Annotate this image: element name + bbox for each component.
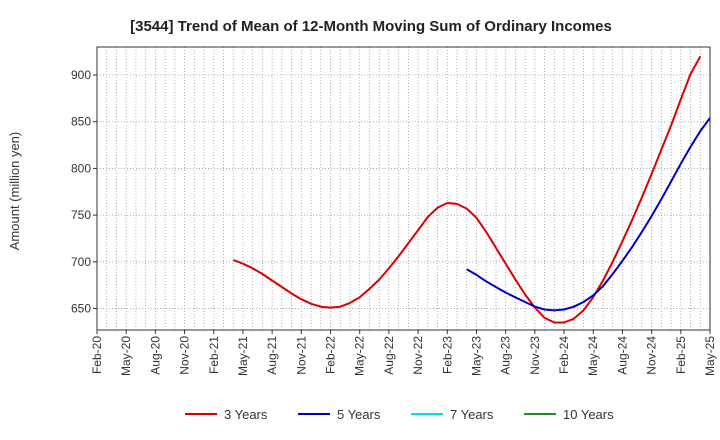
x-tick-label: Aug-20	[148, 336, 162, 375]
x-tick-label: Feb-21	[207, 336, 221, 374]
x-tick-label: May-23	[469, 336, 483, 376]
series-group	[232, 55, 711, 324]
legend-item-7-years[interactable]: 7 Years	[411, 407, 494, 422]
x-tick-label: Nov-20	[178, 336, 192, 375]
grid	[97, 47, 710, 330]
x-tick-label: Feb-20	[90, 336, 104, 374]
y-tick-label: 850	[71, 115, 91, 129]
x-tick-label: Nov-23	[528, 336, 542, 375]
x-axis-ticks: Feb-20 May-20 Aug-20 Nov-20 Feb-21 May-21 Aug-…	[90, 330, 717, 376]
legend-label: 10 Years	[563, 407, 614, 422]
legend-item-10-years[interactable]: 10 Years	[524, 407, 614, 422]
x-tick-label: Aug-23	[499, 336, 513, 375]
legend-item-3-years[interactable]: 3 Years	[185, 407, 268, 422]
series-line-3-years	[232, 55, 702, 324]
plot-frame	[96, 46, 711, 331]
x-tick-label: Feb-22	[324, 336, 338, 374]
x-tick-label: May-20	[119, 336, 133, 376]
x-tick-label: Feb-25	[674, 336, 688, 374]
x-tick-label: May-22	[353, 336, 367, 376]
legend-item-5-years[interactable]: 5 Years	[298, 407, 381, 422]
x-tick-label: Aug-21	[265, 336, 279, 375]
legend[interactable]: 3 Years 5 Years 7 Years 10 Years	[185, 407, 614, 422]
chart-title: [3544] Trend of Mean of 12-Month Moving …	[130, 18, 612, 35]
x-tick-label: May-25	[703, 336, 717, 376]
y-tick-label: 750	[71, 208, 91, 222]
x-tick-label: May-21	[236, 336, 250, 376]
x-tick-label: Nov-22	[411, 336, 425, 375]
y-tick-label: 650	[71, 302, 91, 316]
y-axis-label: Amount (million yen)	[7, 132, 22, 251]
y-tick-label: 700	[71, 255, 91, 269]
legend-label: 5 Years	[337, 407, 381, 422]
x-tick-label: Aug-24	[615, 336, 629, 375]
y-tick-label: 800	[71, 161, 91, 175]
x-tick-label: Nov-24	[645, 336, 659, 375]
y-tick-label: 900	[71, 68, 91, 82]
x-tick-label: Feb-24	[557, 336, 571, 374]
x-tick-label: Aug-22	[382, 336, 396, 375]
x-tick-label: Feb-23	[440, 336, 454, 374]
x-tick-label: May-24	[586, 336, 600, 376]
legend-label: 3 Years	[224, 407, 268, 422]
series-line-5-years	[466, 117, 711, 312]
y-axis-ticks: 650 700 750 800 850 900	[71, 68, 97, 316]
x-tick-label: Nov-21	[294, 336, 308, 375]
legend-label: 7 Years	[450, 407, 494, 422]
